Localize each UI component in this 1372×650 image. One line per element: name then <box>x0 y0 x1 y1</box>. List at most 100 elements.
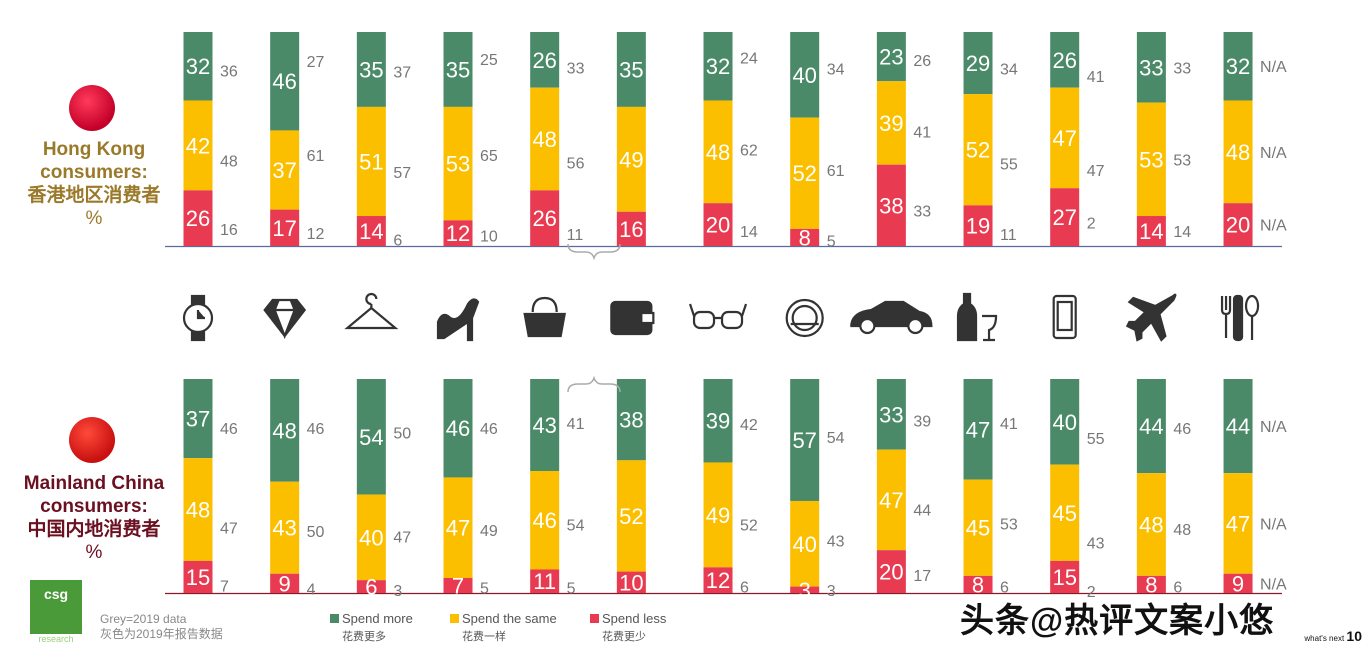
bar-segment-spend-more <box>183 379 213 459</box>
data-label: 15 <box>186 565 210 590</box>
grey-2019-label: 42 <box>740 417 758 434</box>
bar-segment-spend-more <box>443 379 473 478</box>
data-label: 53 <box>1139 147 1163 172</box>
tagline: what's next <box>1304 634 1345 643</box>
data-label: 27 <box>1052 205 1076 230</box>
note-cn: 灰色为2019年报告数据 <box>100 627 223 641</box>
data-label: 54 <box>359 425 383 450</box>
bar-segment-spend-the-same <box>616 460 646 572</box>
bar-segment-spend-more <box>1136 379 1166 474</box>
bar-segment-spend-less <box>1136 575 1166 593</box>
data-label: 47 <box>1226 511 1250 536</box>
bar-segment-spend-less <box>183 190 213 246</box>
bar-segment-spend-the-same <box>876 449 906 551</box>
bar-segment-spend-less <box>963 205 993 246</box>
bar-segment-spend-more <box>270 32 300 131</box>
data-label: 40 <box>792 532 816 557</box>
grey-2019-label: 2 <box>1087 584 1096 601</box>
data-label: 49 <box>619 147 643 172</box>
bar-segment-spend-more <box>356 32 386 107</box>
bar-segment-spend-more <box>443 32 473 107</box>
hk-unit: % <box>85 208 103 229</box>
bar-segment-spend-the-same <box>1136 102 1166 217</box>
legend-label: Spend less <box>602 611 667 626</box>
bar-segment-spend-the-same <box>530 471 560 570</box>
grey-2019-label: 6 <box>1000 580 1009 597</box>
bar-segment-spend-more <box>790 379 820 501</box>
data-label: 47 <box>966 417 990 442</box>
cn-unit: % <box>85 542 103 563</box>
bar-segment-spend-less <box>1050 560 1080 593</box>
grey-data-note: Grey=2019 data 灰色为2019年报告数据 <box>100 612 223 642</box>
data-label: 38 <box>619 408 643 433</box>
bar-segment-spend-more <box>1223 32 1253 101</box>
bar-segment-spend-less <box>1136 216 1166 246</box>
bar-segment-spend-less <box>270 209 300 246</box>
grey-2019-label: 41 <box>913 125 931 142</box>
bar-segment-spend-more <box>1050 32 1080 88</box>
legend-swatch <box>590 614 599 623</box>
grey-2019-label: 2 <box>1087 215 1096 232</box>
data-label: 48 <box>532 127 556 152</box>
hong-kong-flag-icon <box>69 85 115 131</box>
grey-2019-label: 54 <box>827 430 845 447</box>
bar-segment-spend-more <box>530 379 560 472</box>
grey-2019-label: N/A <box>1260 218 1287 235</box>
grey-2019-label: N/A <box>1260 576 1287 593</box>
grey-2019-label: 34 <box>1000 61 1018 78</box>
page-number: 10 <box>1346 628 1362 644</box>
group-brace <box>567 243 621 261</box>
grey-2019-label: 43 <box>1087 536 1105 553</box>
bar-segment-spend-more <box>703 379 733 463</box>
grey-2019-label: 61 <box>827 163 845 180</box>
grey-2019-label: 52 <box>740 518 758 535</box>
grey-2019-label: 12 <box>307 226 325 243</box>
bar-segment-spend-the-same <box>270 481 300 574</box>
bar-segment-spend-the-same <box>703 100 733 204</box>
grey-2019-label: 44 <box>913 503 931 520</box>
data-label: 40 <box>792 63 816 88</box>
grey-2019-label: 36 <box>220 64 238 81</box>
airplane-icon <box>1125 293 1177 342</box>
bar-segment-spend-the-same <box>183 100 213 191</box>
data-label: 44 <box>1226 414 1250 439</box>
data-label: 51 <box>359 149 383 174</box>
bar-segment-spend-more <box>876 379 906 450</box>
bar-segment-spend-less <box>703 203 733 246</box>
grey-2019-label: 50 <box>307 524 325 541</box>
data-label: 7 <box>452 574 464 599</box>
grey-2019-label: N/A <box>1260 419 1287 436</box>
legend-label-cn: 花费更少 <box>602 631 646 643</box>
grey-2019-label: 33 <box>913 204 931 221</box>
bar-segment-spend-more <box>963 32 993 95</box>
grey-2019-label: 6 <box>740 580 749 597</box>
legend-spend-less: Spend less 花费更少 <box>590 611 666 644</box>
logo-sub: research <box>30 634 82 644</box>
csg-logo: csg research <box>30 580 82 644</box>
watermark: 头条@热评文案小悠 <box>960 602 1275 640</box>
data-label: 8 <box>972 572 984 597</box>
data-label: 35 <box>359 57 383 82</box>
bar-segment-spend-less <box>790 586 820 593</box>
grey-2019-label: 46 <box>480 421 498 438</box>
grey-2019-label: 62 <box>740 143 758 160</box>
bar-segment-spend-more <box>616 379 646 461</box>
legend-swatch <box>450 614 459 623</box>
grey-2019-label: 47 <box>393 529 411 546</box>
wine-icon <box>956 292 998 342</box>
data-label: 8 <box>799 225 811 250</box>
bar-segment-spend-less <box>183 560 213 593</box>
grey-2019-label: 33 <box>1173 60 1191 77</box>
data-label: 39 <box>706 409 730 434</box>
wallet-icon <box>610 300 655 336</box>
bar-segment-spend-the-same <box>703 462 733 568</box>
china-flag-icon <box>69 417 115 463</box>
grey-2019-label: 5 <box>480 581 489 598</box>
data-label: 32 <box>186 54 210 79</box>
data-label: 20 <box>879 560 903 585</box>
grey-2019-label: 14 <box>1173 224 1191 241</box>
data-label: 40 <box>359 525 383 550</box>
grey-2019-label: 41 <box>1000 416 1018 433</box>
bar-segment-spend-more <box>790 32 820 118</box>
data-label: 38 <box>879 193 903 218</box>
